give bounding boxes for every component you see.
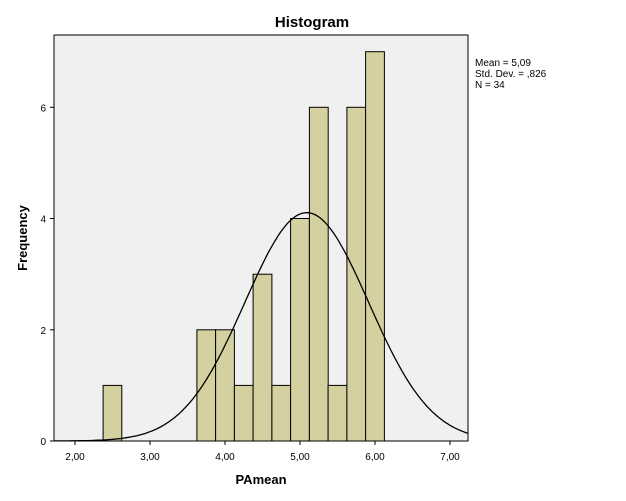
- stats-box: Mean = 5,09 Std. Dev. = ,826 N = 34: [475, 58, 547, 91]
- normal-curve: [54, 212, 469, 442]
- x-axis-label: PAmean: [235, 472, 286, 487]
- chart-title: Histogram: [275, 14, 349, 31]
- histogram-bar-2: [196, 329, 217, 442]
- histogram-bar-8: [308, 106, 329, 442]
- histogram-bar-9: [327, 384, 348, 442]
- histogram-bar-11: [365, 51, 385, 442]
- x-tick-label: 4,00: [215, 452, 235, 463]
- stats-std-dev: Std. Dev. = ,826: [475, 69, 547, 80]
- y-axis-ticks: 0 2 4 6: [40, 103, 54, 448]
- x-axis-ticks: 2,00 3,00 4,00 5,00 6,00 7,00: [65, 441, 460, 463]
- x-tick-label: 7,00: [440, 452, 460, 463]
- y-tick-label: 2: [40, 326, 46, 337]
- histogram-bar-7: [290, 218, 310, 442]
- histogram-bar-1: [102, 384, 123, 442]
- y-axis-label: Frequency: [15, 204, 30, 271]
- histogram-bar-5: [252, 273, 273, 442]
- stats-n: N = 34: [475, 80, 505, 91]
- y-tick-label: 4: [40, 215, 46, 226]
- x-tick-label: 6,00: [365, 452, 385, 463]
- histogram-bar-6: [271, 384, 292, 442]
- histogram-bar-4: [233, 384, 254, 442]
- y-tick-label: 0: [40, 437, 46, 448]
- x-tick-label: 3,00: [140, 452, 160, 463]
- stats-mean: Mean = 5,09: [475, 58, 531, 69]
- y-tick-label: 6: [40, 103, 46, 114]
- x-tick-label: 2,00: [65, 452, 85, 463]
- histogram-bars: [102, 51, 385, 442]
- x-tick-label: 5,00: [290, 452, 310, 463]
